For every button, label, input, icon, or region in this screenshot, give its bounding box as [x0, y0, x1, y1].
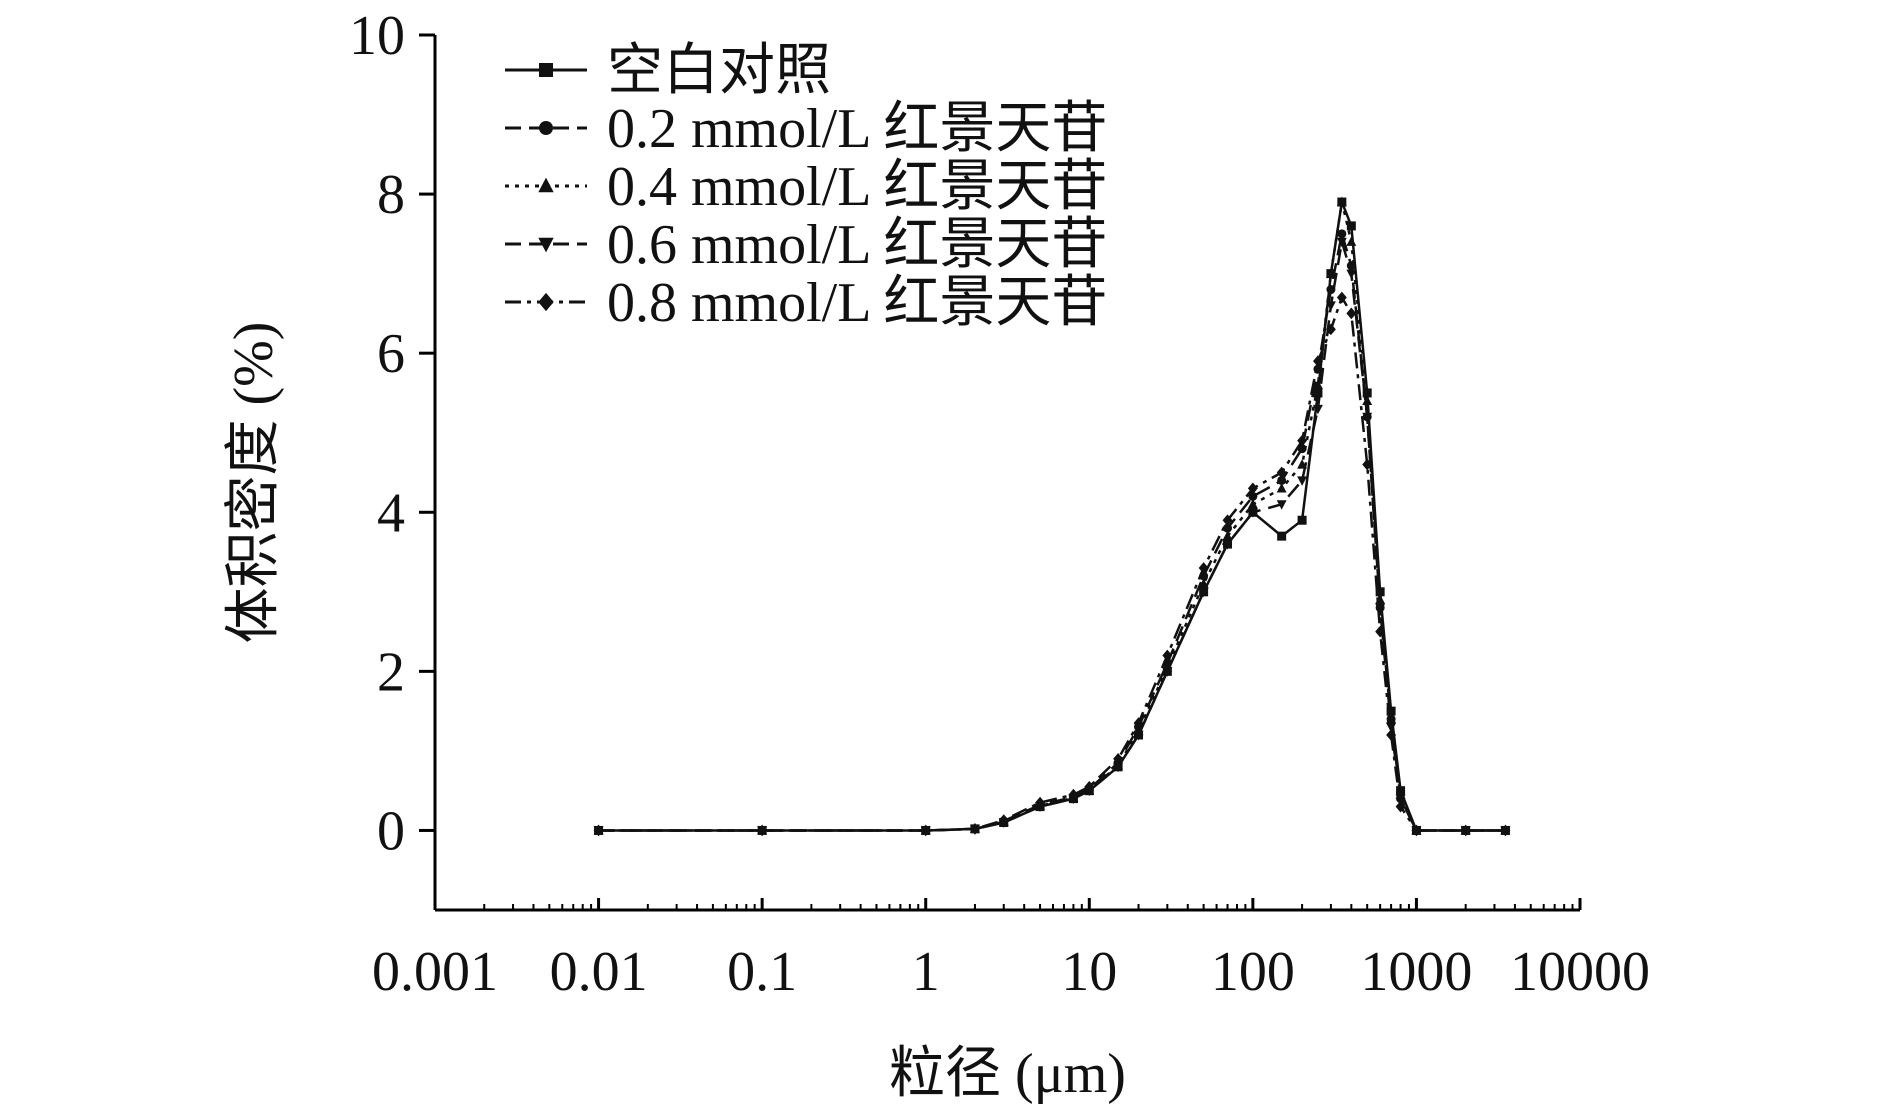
data-point	[1346, 269, 1357, 280]
data-point	[1198, 578, 1209, 588]
data-point	[1336, 291, 1347, 304]
y-tick-label: 4	[377, 482, 405, 544]
data-point	[1068, 788, 1079, 801]
data-point	[1500, 824, 1511, 837]
data-point	[1362, 458, 1373, 471]
legend-item: 0.4 mmol/L 红景天苷	[505, 156, 1107, 218]
data-point	[1395, 800, 1406, 813]
data-point	[1222, 530, 1233, 541]
x-tick-label: 0.01	[550, 941, 648, 1003]
data-point	[1162, 649, 1173, 662]
data-point	[1362, 395, 1373, 405]
data-point	[1312, 404, 1323, 415]
data-point	[1362, 412, 1373, 423]
data-point	[1113, 753, 1124, 765]
x-tick-label: 10	[1061, 941, 1117, 1003]
data-point	[1248, 491, 1258, 501]
series-layer	[593, 196, 1511, 837]
legend-marker	[539, 63, 553, 77]
legend-marker	[539, 121, 553, 135]
legend-item: 空白对照	[505, 40, 831, 102]
data-point	[1247, 508, 1258, 518]
data-point	[1375, 603, 1386, 614]
data-point	[1375, 594, 1386, 604]
x-axis-ticks: 0.001 0.01 0.1 1 10 100 1000 10000	[372, 898, 1650, 1003]
legend-label: 0.8 mmol/L 红景天苷	[607, 272, 1107, 334]
legend-item: 0.8 mmol/L 红景天苷	[505, 272, 1107, 334]
data-point	[920, 824, 931, 837]
data-point	[1276, 500, 1287, 510]
data-point	[1277, 531, 1287, 541]
data-point	[1198, 562, 1209, 574]
y-tick-label: 10	[349, 5, 405, 67]
data-point	[1386, 729, 1397, 741]
data-point	[1336, 196, 1347, 207]
x-axis-title: 粒径 (μm)	[889, 1043, 1126, 1105]
series-line	[598, 296, 1506, 832]
legend-marker	[538, 177, 554, 193]
data-point	[1276, 483, 1287, 493]
x-tick-label: 1	[912, 941, 940, 1003]
data-point	[1276, 466, 1287, 479]
data-point	[1336, 237, 1347, 248]
data-point	[1325, 268, 1336, 278]
data-point	[1162, 667, 1173, 677]
data-point	[1223, 523, 1233, 533]
data-point	[1198, 587, 1209, 598]
data-point	[1247, 482, 1258, 495]
data-point	[1460, 824, 1471, 837]
x-tick-label: 1000	[1360, 941, 1472, 1003]
x-tick-label: 10000	[1510, 941, 1650, 1003]
data-point	[1035, 796, 1045, 809]
x-tick-label: 0.001	[372, 941, 498, 1003]
plot-axes	[433, 35, 1580, 912]
legend-label: 空白对照	[607, 40, 831, 102]
data-point	[1222, 540, 1233, 550]
data-point	[1222, 514, 1233, 527]
y-axis-title: 体积密度 (%)	[223, 322, 285, 644]
data-point	[1346, 236, 1357, 246]
data-point	[1247, 498, 1258, 509]
legend-label: 0.6 mmol/L 红景天苷	[607, 214, 1107, 276]
data-point	[1386, 713, 1397, 724]
data-point	[1375, 625, 1386, 638]
x-tick-label: 100	[1211, 941, 1295, 1003]
y-tick-label: 2	[377, 641, 405, 703]
data-point	[1325, 323, 1336, 336]
data-point	[1411, 824, 1422, 837]
data-point	[998, 814, 1009, 826]
data-point	[1346, 307, 1357, 320]
legend-marker	[538, 237, 554, 253]
data-point	[1277, 475, 1287, 485]
data-point	[757, 824, 768, 837]
data-point	[593, 824, 604, 837]
data-point	[1133, 730, 1144, 741]
data-point	[1297, 515, 1307, 525]
data-point	[1084, 780, 1095, 793]
data-point	[1297, 476, 1308, 486]
data-point	[1133, 717, 1144, 729]
data-point	[1313, 388, 1323, 398]
y-tick-label: 6	[377, 323, 405, 385]
data-point	[970, 823, 980, 835]
data-point	[1337, 229, 1347, 239]
data-point	[1297, 434, 1308, 447]
data-point	[1113, 762, 1124, 773]
x-tick-label: 0.1	[727, 941, 797, 1003]
y-tick-label: 0	[377, 800, 405, 862]
legend-label: 0.2 mmol/L 红景天苷	[607, 98, 1107, 160]
data-point	[1325, 301, 1336, 311]
y-tick-label: 8	[377, 164, 405, 226]
legend-label: 0.4 mmol/L 红景天苷	[607, 156, 1107, 218]
data-point	[1312, 355, 1323, 367]
series-4	[593, 291, 1511, 837]
legend-marker	[538, 292, 554, 312]
data-point	[1312, 379, 1323, 390]
legend-item: 0.6 mmol/L 红景天苷	[505, 214, 1107, 276]
legend-item: 0.2 mmol/L 红景天苷	[505, 98, 1107, 160]
data-point	[1346, 221, 1356, 231]
y-axis-ticks: 0 2 4 6 8 10	[349, 5, 435, 862]
